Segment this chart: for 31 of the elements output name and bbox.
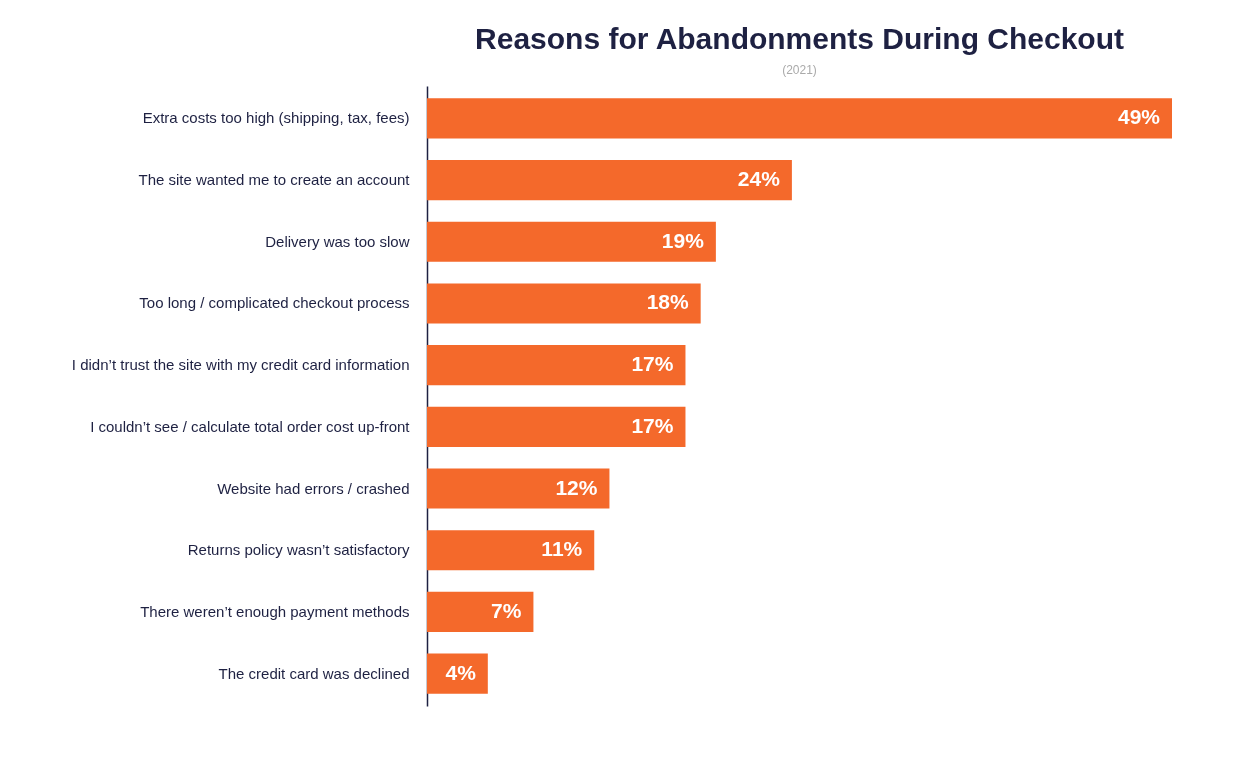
data-label: 11% [541, 537, 583, 561]
bar [427, 530, 595, 571]
y-tick-label: Delivery was too slow [265, 232, 410, 250]
bar [427, 283, 701, 324]
y-tick-label: There weren’t enough payment methods [140, 602, 410, 620]
data-label: 17% [631, 413, 674, 437]
text: (2021) [782, 63, 817, 77]
data-label: 49% [1117, 105, 1161, 129]
bar [427, 98, 1172, 139]
data-label: 7% [491, 598, 522, 622]
bar [427, 345, 686, 386]
y-tick-label: The credit card was declined [218, 664, 410, 682]
chart-title: Reasons for Abandonments During Checkout [475, 22, 1124, 55]
bar [427, 406, 686, 447]
data-label: 18% [646, 290, 689, 314]
y-tick-label: Too long / complicated checkout process [139, 294, 410, 312]
data-label: 19% [661, 228, 705, 252]
bar [427, 591, 534, 632]
data-label: 17% [631, 352, 674, 376]
y-tick-label: Website had errors / crashed [217, 479, 410, 497]
y-tick-label: I didn’t trust the site with my credit card information [71, 356, 410, 374]
y-tick-label: The site wanted me to create an account [138, 171, 411, 189]
data-label: 24% [737, 167, 781, 191]
bar [427, 221, 716, 262]
y-tick-label: Returns policy wasn’t satisfactory [187, 541, 410, 559]
bar [427, 160, 792, 201]
bar [427, 468, 610, 509]
y-tick-label: Extra costs too high (shipping, tax, fees) [142, 109, 410, 127]
data-label: 12% [555, 475, 598, 499]
y-tick-label: I couldn’t see / calculate total order cost up-front [90, 417, 411, 435]
data-label: 4% [445, 660, 477, 684]
